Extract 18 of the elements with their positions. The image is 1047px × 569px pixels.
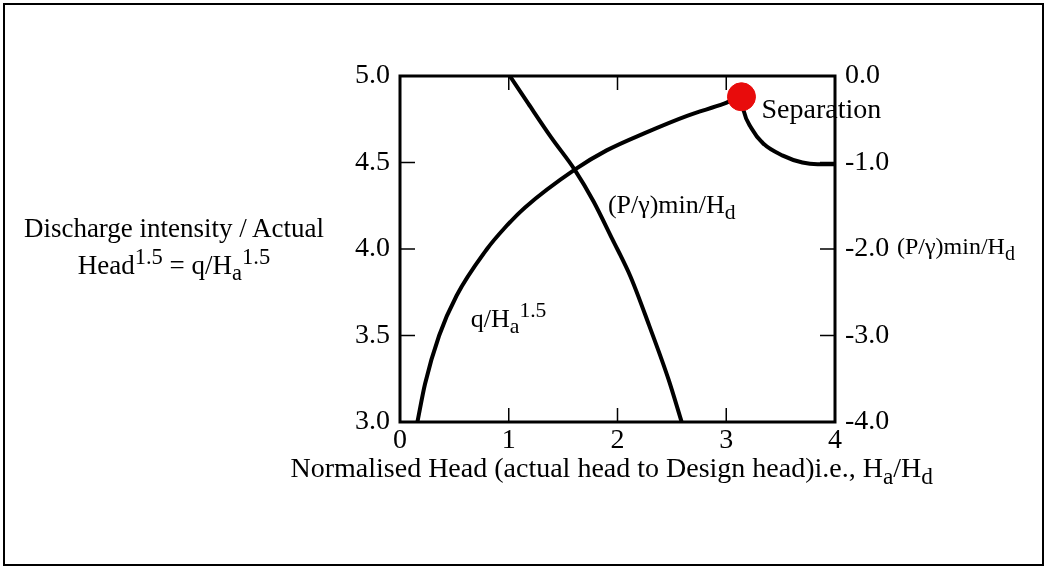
y-tick-label: 3.0 (355, 404, 390, 436)
x-tick-label: 2 (610, 423, 625, 455)
y2-tick-label: -2.0 (845, 231, 890, 263)
series-label: (P/γ)min/H$_{d}$ (607, 189, 736, 226)
x-tick-label: 1 (501, 423, 516, 455)
x-tick-label: 0 (393, 423, 407, 455)
x-tick-label: 3 (719, 423, 734, 455)
x-tick-label: 4 (828, 423, 842, 455)
y-tick-label: 4.5 (355, 144, 390, 176)
x-axis-title: Normalised Head (actual head to Design head)i.e., H$_{a}$/H$_{d}$ (290, 452, 933, 490)
y2-tick-label: -1.0 (845, 144, 890, 176)
y2-tick-label: 0.0 (845, 58, 880, 90)
y2-tick-label: -4.0 (845, 404, 890, 436)
y2-axis-title: (P/γ)min/H$_{d}$ (897, 233, 1015, 265)
y-tick-label: 3.5 (355, 317, 390, 349)
y2-tick-label: -3.0 (845, 317, 890, 349)
y-tick-label: 4.0 (355, 231, 390, 263)
y-tick-label: 5.0 (355, 58, 390, 90)
